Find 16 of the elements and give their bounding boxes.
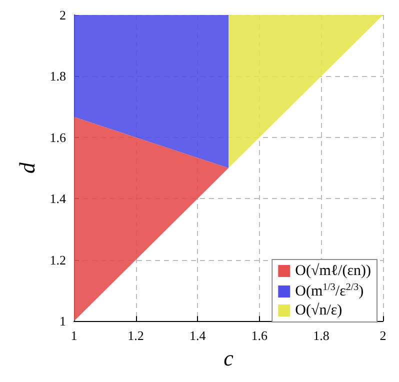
y-axis-title: d bbox=[14, 162, 40, 174]
x-tick-label: 1 bbox=[70, 328, 78, 344]
x-tick-label: 1.4 bbox=[189, 328, 206, 344]
x-tick-label: 1.8 bbox=[313, 328, 330, 344]
y-tick-label: 2 bbox=[60, 8, 66, 22]
legend-label: O(√n/ε) bbox=[295, 302, 342, 318]
x-tick-label: 2 bbox=[380, 328, 386, 344]
y-tick-label: 1 bbox=[60, 314, 66, 329]
y-tick-label: 1.4 bbox=[50, 191, 66, 206]
y-tick-label: 1.8 bbox=[50, 68, 66, 84]
x-tick-label: 1.2 bbox=[128, 328, 144, 344]
y-tick-label: 1.6 bbox=[50, 130, 66, 145]
y-tick-label: 1.2 bbox=[50, 252, 66, 268]
legend-label: O(√mℓ/(εn)) bbox=[295, 263, 372, 279]
x-tick-label: 1.6 bbox=[251, 328, 268, 344]
x-axis-title: c bbox=[224, 346, 234, 370]
